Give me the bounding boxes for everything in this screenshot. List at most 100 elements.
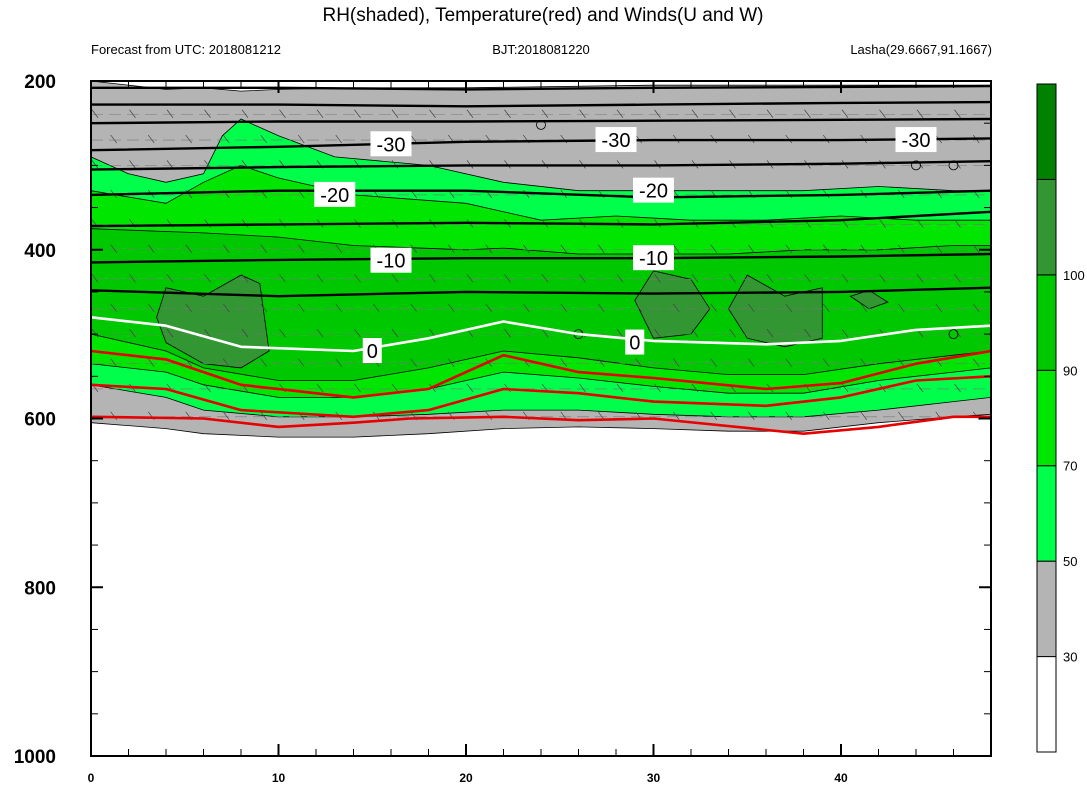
wind-barb <box>447 358 455 367</box>
wind-barb <box>616 274 624 283</box>
wind-barb <box>897 358 905 367</box>
wind-barb <box>316 274 324 283</box>
wind-barb <box>785 303 793 313</box>
isotherm-7 <box>91 252 991 264</box>
colorbar-bin <box>1036 560 1057 658</box>
wind-barb <box>260 134 268 144</box>
wind-barb <box>316 109 324 118</box>
wind-barb <box>879 109 886 118</box>
wind-barb <box>185 134 193 144</box>
wind-barb <box>616 383 624 393</box>
wind-barb <box>110 134 118 144</box>
wind-barb <box>579 274 586 283</box>
colorbar-bin <box>1036 274 1057 371</box>
wind-barb <box>185 303 193 313</box>
y-tick-label: 800 <box>24 578 56 599</box>
x-tick-label: 40 <box>834 771 848 785</box>
wind-barb <box>147 244 155 253</box>
contour-label: 0 <box>367 341 378 363</box>
wind-barb <box>185 244 193 253</box>
wind-barb <box>129 109 136 118</box>
wind-barb <box>672 358 680 367</box>
wind-barb <box>654 274 661 283</box>
y-tick-label: 200 <box>24 72 56 93</box>
wind-barb <box>954 274 961 283</box>
wind-barb <box>91 160 99 169</box>
wind-barb <box>222 411 230 421</box>
calm-wind-circle <box>948 329 959 340</box>
wind-barb <box>654 383 661 393</box>
wind-barb <box>410 134 418 144</box>
wind-barb <box>260 411 268 421</box>
wind-barb <box>279 109 286 118</box>
wind-barb <box>710 244 718 253</box>
wind-barb <box>785 358 793 367</box>
wind-barb <box>222 303 230 313</box>
wind-barb <box>204 274 211 283</box>
wind-barb <box>410 303 418 313</box>
wind-barb <box>860 411 868 421</box>
wind-barb <box>691 274 699 283</box>
wind-barb <box>972 303 980 313</box>
wind-barb <box>654 109 661 118</box>
y-tick-label: 600 <box>24 410 56 431</box>
wind-barb <box>166 109 174 118</box>
wind-barb <box>354 328 361 338</box>
contour-label-bg <box>370 247 412 273</box>
colorbar-tick-label: 90 <box>1063 363 1077 378</box>
wind-barb <box>616 109 624 118</box>
wind-barb <box>504 274 511 283</box>
wind-barb <box>916 274 924 283</box>
wind-barb <box>691 109 699 118</box>
wind-barb <box>766 274 774 283</box>
isotherm-0 <box>91 84 991 91</box>
wind-barb <box>822 303 830 313</box>
wind-barb <box>429 109 436 118</box>
wind-barb <box>597 244 605 253</box>
y-tick-label: 1000 <box>14 747 56 768</box>
wind-barb <box>972 244 980 253</box>
subtitle-forecast: Forecast from UTC: 2018081212 <box>91 42 281 57</box>
colorbar-bin <box>1036 465 1057 562</box>
wind-barb <box>729 274 736 283</box>
rh-colorbar: 30 50 70 90 100 <box>1036 83 1085 753</box>
colorbar-tick-label: 70 <box>1063 459 1077 474</box>
wind-barb <box>954 219 961 228</box>
chart-title: RH(shaded), Temperature(red) and Winds(U… <box>322 5 763 26</box>
wind-barb <box>710 411 718 421</box>
y-tick-label: 400 <box>24 241 56 262</box>
wind-barb <box>147 303 155 313</box>
wind-barb <box>897 303 905 313</box>
wind-barb <box>916 383 924 393</box>
wind-barb <box>747 303 755 313</box>
colorbar-tick-label: 50 <box>1063 554 1077 569</box>
wind-barb <box>522 244 530 253</box>
wind-barb <box>916 219 924 228</box>
wind-barb <box>729 109 736 118</box>
wind-barb <box>897 411 905 421</box>
wind-barb <box>691 383 699 393</box>
rh-patch-90-0 <box>156 274 270 369</box>
contour-label-bg <box>370 131 412 157</box>
wind-barb <box>766 328 774 338</box>
wind-barb <box>466 383 474 393</box>
isotherm-5 <box>91 189 991 199</box>
wind-barb <box>954 383 961 393</box>
wind-barb <box>147 358 155 367</box>
wind-barb <box>710 303 718 313</box>
wind-barb <box>992 384 998 392</box>
wind-barb <box>485 244 493 253</box>
contour-label-bg <box>314 181 356 207</box>
y-axis: 200 400 600 800 1000 <box>14 72 991 768</box>
wind-barb <box>354 109 361 118</box>
wind-barb <box>335 358 343 367</box>
wind-barb <box>841 274 849 283</box>
wind-barb <box>729 328 736 338</box>
wind-barb <box>710 358 718 367</box>
contour-label-bg <box>625 329 645 355</box>
wind-barb <box>204 328 211 338</box>
wind-barb <box>429 274 436 283</box>
contour-label: -20 <box>639 181 668 203</box>
wind-barb <box>110 244 118 253</box>
wind-barb <box>522 303 530 313</box>
